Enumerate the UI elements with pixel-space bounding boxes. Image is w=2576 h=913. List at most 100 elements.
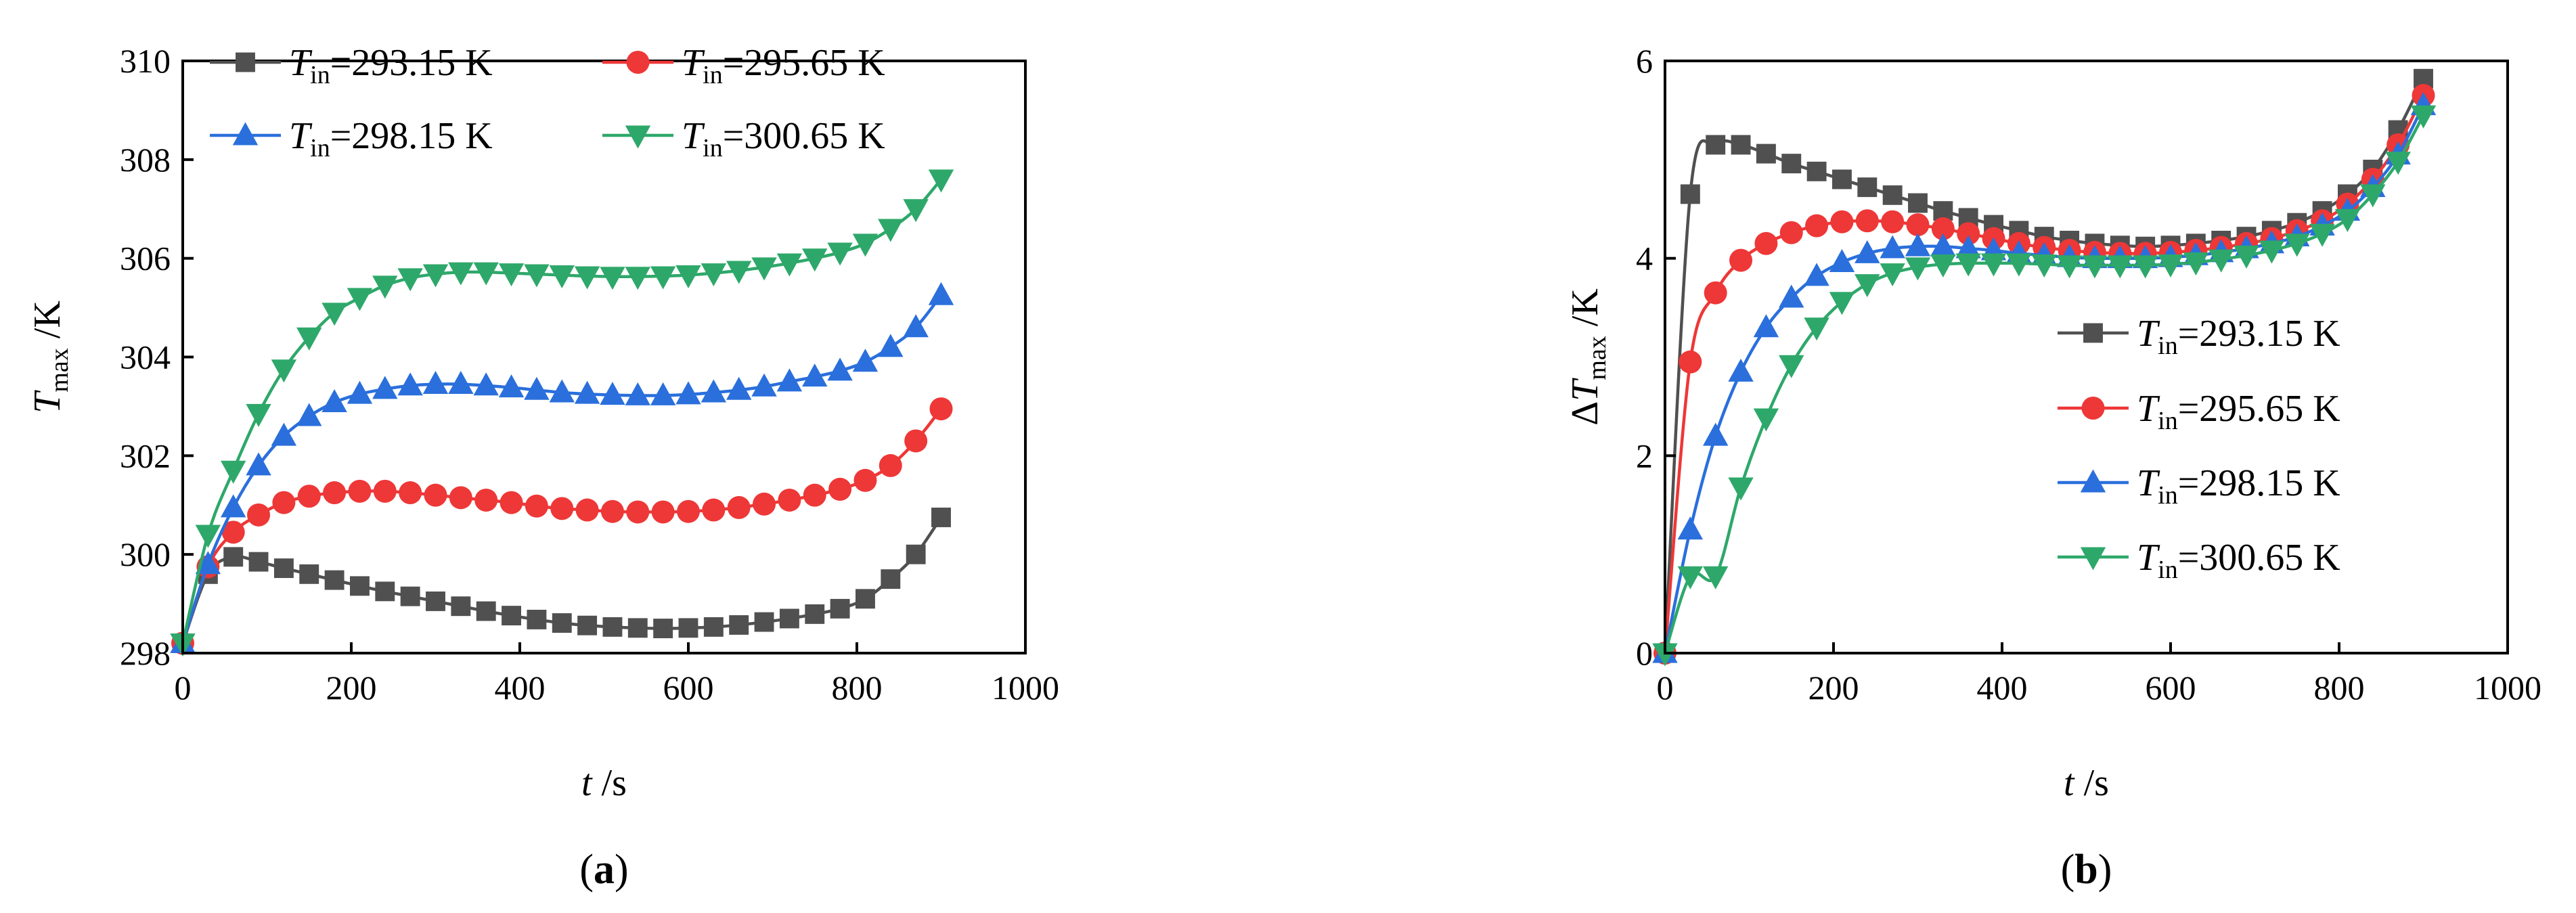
data-point: [2410, 105, 2437, 129]
data-point: [803, 483, 826, 507]
data-point: [195, 525, 221, 548]
legend-entry: Tin=298.15 K: [2058, 462, 2340, 510]
data-point: [701, 379, 727, 403]
x-tick-label: 200: [326, 669, 377, 707]
series-3: [170, 282, 954, 653]
data-point: [702, 498, 726, 522]
data-point: [727, 495, 751, 519]
data-point: [451, 596, 471, 617]
data-point: [2284, 233, 2310, 257]
data-point: [852, 349, 879, 372]
data-point: [753, 492, 776, 516]
data-point: [2259, 240, 2285, 264]
data-point: [1930, 254, 1956, 277]
data-point: [1756, 143, 1776, 164]
y-tick-label: 4: [1636, 240, 1653, 277]
data-point: [1830, 210, 1854, 233]
data-point: [1680, 184, 1700, 204]
x-tick-label: 1000: [2474, 669, 2541, 707]
data-point: [524, 264, 550, 288]
data-point: [1857, 177, 1878, 198]
data-point: [878, 219, 904, 242]
legend-label: Tin=293.15 K: [289, 42, 493, 89]
x-tick-label: 200: [1808, 669, 1859, 707]
data-point: [1652, 643, 1678, 667]
data-point: [502, 606, 521, 626]
legend-entry: Tin=295.65 K: [602, 42, 885, 89]
legend-entry: Tin=293.15 K: [210, 42, 493, 89]
data-point: [195, 551, 221, 575]
data-point: [1980, 253, 2007, 277]
data-point: [574, 266, 600, 290]
data-point: [247, 503, 271, 527]
data-point: [2234, 245, 2259, 269]
plot-frame: [1664, 60, 2509, 654]
data-point: [347, 380, 373, 404]
data-point: [929, 397, 953, 421]
data-point: [422, 264, 449, 288]
x-axis-label: t /s: [581, 762, 627, 804]
data-point: [347, 288, 373, 311]
data-point: [1829, 248, 1855, 272]
data-point: [1754, 231, 1778, 255]
y-tick-label: 304: [120, 338, 171, 376]
data-point: [399, 481, 422, 505]
data-point: [2006, 253, 2032, 277]
x-tick-label: 400: [495, 669, 546, 707]
data-point: [272, 491, 296, 514]
data-point: [1908, 193, 1928, 213]
data-point: [1905, 257, 1931, 281]
data-point: [879, 453, 902, 477]
x-tick-label: 800: [2314, 669, 2365, 707]
data-point: [653, 619, 673, 638]
data-point: [373, 479, 397, 503]
series-line: [181, 294, 943, 644]
legend-label: Tin=293.15 K: [2137, 313, 2340, 360]
data-point: [2183, 252, 2209, 276]
data-point: [372, 376, 398, 399]
y-tick-label: 310: [120, 42, 171, 80]
legend-entry: Tin=300.65 K: [2058, 537, 2340, 584]
data-point: [1880, 235, 1905, 259]
panel-label: (b): [2061, 847, 2112, 893]
data-point: [1703, 422, 1729, 446]
data-point: [524, 376, 550, 400]
data-point: [651, 500, 675, 524]
data-point: [1955, 235, 1981, 259]
data-point: [1882, 185, 1903, 205]
data-point: [1832, 169, 1852, 190]
data-point: [1703, 566, 1729, 589]
panel-label: (a): [579, 847, 628, 893]
data-point: [931, 508, 951, 527]
data-point: [703, 617, 724, 637]
data-point: [424, 483, 447, 507]
data-point: [2158, 254, 2183, 277]
data-point: [625, 382, 650, 405]
data-point: [448, 371, 474, 395]
data-point: [1930, 233, 1956, 257]
data-point: [321, 389, 347, 413]
data-point: [1677, 566, 1704, 589]
data-point: [1804, 263, 1829, 286]
data-point: [549, 265, 575, 289]
data-point: [323, 481, 347, 505]
data-point: [600, 267, 625, 290]
data-point: [1704, 281, 1727, 305]
y-tick-label: 6: [1636, 42, 1653, 80]
data-point: [625, 267, 650, 290]
data-point: [776, 368, 803, 392]
data-point: [751, 257, 777, 281]
data-point: [726, 376, 752, 400]
x-tick-label: 0: [1657, 669, 1674, 707]
data-point: [348, 479, 372, 503]
x-tick-label: 1000: [992, 669, 1059, 707]
data-point: [2031, 254, 2057, 277]
data-point: [852, 233, 879, 257]
data-point: [828, 477, 852, 501]
data-point: [903, 314, 929, 338]
legend-entry: Tin=300.65 K: [602, 115, 885, 162]
data-point: [701, 263, 727, 287]
data-point: [474, 488, 498, 512]
legend-entry: Tin=295.65 K: [2058, 388, 2340, 435]
data-point: [1855, 209, 1879, 233]
